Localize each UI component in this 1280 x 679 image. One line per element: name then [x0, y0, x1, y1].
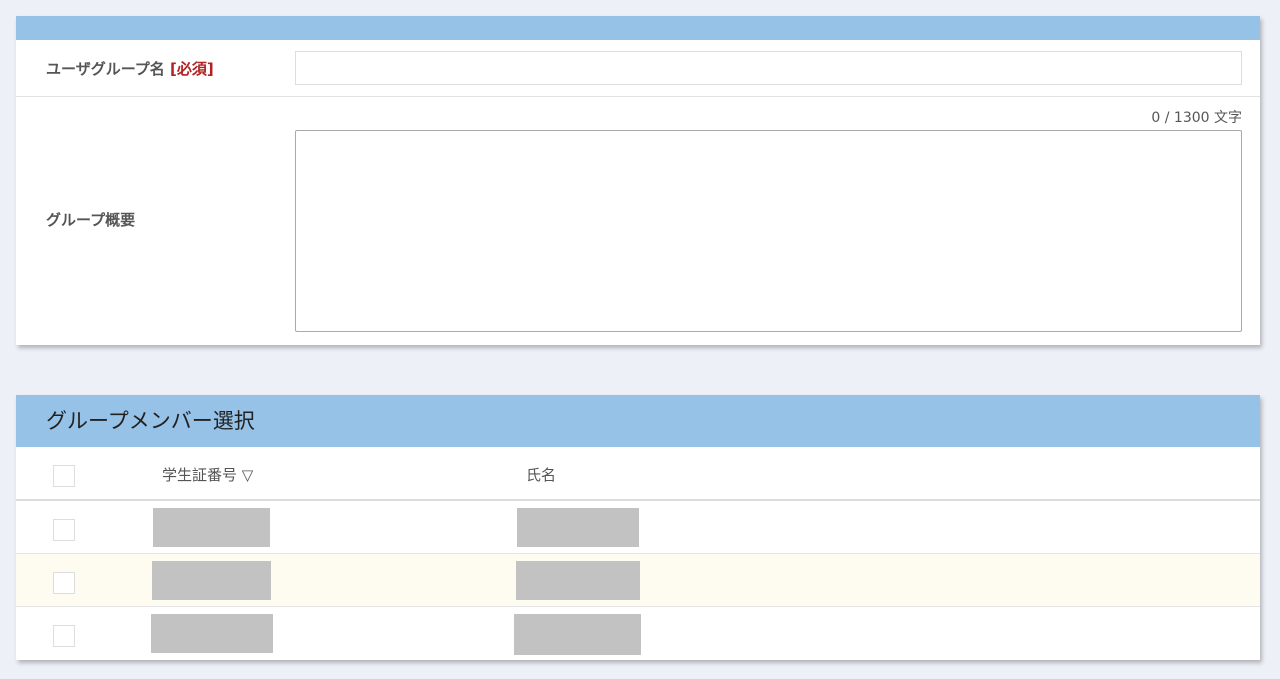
table-row[interactable] — [16, 607, 1260, 660]
redacted-name — [514, 614, 641, 655]
group-name-row: ユーザグループ名 [必須] — [16, 40, 1260, 97]
select-all-checkbox[interactable] — [53, 465, 75, 487]
group-summary-textarea[interactable] — [295, 130, 1242, 332]
panel-header-bar — [16, 16, 1260, 40]
redacted-student-id — [153, 508, 270, 547]
group-name-label-text: ユーザグループ名 — [46, 60, 165, 78]
member-select-title: グループメンバー選択 — [16, 395, 1260, 447]
redacted-student-id — [151, 614, 273, 653]
required-tag: [必須] — [170, 60, 214, 78]
group-summary-row: グループ概要 0 / 1300 文字 — [16, 97, 1260, 345]
group-summary-label: グループ概要 — [46, 211, 136, 229]
student-id-column-header[interactable]: 学生証番号 ▽ — [162, 466, 254, 484]
redacted-student-id — [152, 561, 271, 600]
member-select-panel: グループメンバー選択 学生証番号 ▽ 氏名 — [16, 395, 1260, 660]
redacted-name — [516, 561, 640, 600]
row-checkbox[interactable] — [53, 625, 75, 647]
table-header: 学生証番号 ▽ 氏名 — [16, 447, 1260, 501]
redacted-name — [517, 508, 639, 547]
table-row[interactable] — [16, 501, 1260, 554]
group-name-input[interactable] — [295, 51, 1242, 85]
table-row[interactable] — [16, 554, 1260, 607]
row-checkbox[interactable] — [53, 572, 75, 594]
char-counter: 0 / 1300 文字 — [1151, 110, 1242, 126]
group-form-panel: ユーザグループ名 [必須] グループ概要 0 / 1300 文字 — [16, 16, 1260, 345]
group-name-label: ユーザグループ名 [必須] — [46, 58, 214, 79]
name-column-header: 氏名 — [526, 466, 557, 484]
row-checkbox[interactable] — [53, 519, 75, 541]
